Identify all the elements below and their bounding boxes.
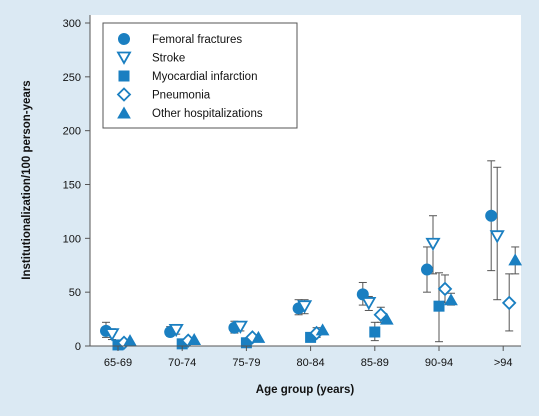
data-point-triangle-up: [444, 293, 458, 306]
legend-label: Stroke: [152, 53, 185, 65]
data-point-triangle-down: [232, 320, 248, 334]
y-tick-label: 300: [63, 18, 81, 30]
data-point-circle: [421, 263, 433, 276]
data-point-square: [433, 300, 445, 312]
data-point-diamond: [373, 307, 389, 323]
y-tick-label: 200: [63, 126, 81, 138]
y-tick-label: 150: [63, 180, 81, 192]
legend-symbol-triangle-up: [117, 106, 131, 119]
legend-label: Pneumonia: [152, 90, 211, 102]
data-point-diamond: [501, 295, 517, 311]
x-tick-label: >94: [494, 357, 513, 369]
data-point-triangle-up: [508, 253, 523, 266]
data-point-triangle-up: [187, 333, 202, 346]
y-tick-label: 100: [63, 233, 81, 245]
data-point-triangle-down: [425, 237, 441, 252]
legend-symbol-circle: [118, 33, 130, 45]
legend: Femoral fractures Stroke Myocardial infarc…: [102, 22, 298, 129]
data-point-triangle-up: [379, 312, 394, 325]
x-tick-label: 90-94: [425, 357, 453, 369]
x-tick-label: 75-79: [232, 357, 260, 369]
y-tick-label: 50: [69, 287, 81, 299]
data-point-triangle-down: [297, 300, 313, 314]
data-point-circle: [485, 209, 498, 222]
data-markers: [100, 209, 523, 351]
legend-box: [102, 22, 298, 129]
x-axis-title: Age group (years): [256, 384, 355, 396]
data-point-square: [369, 326, 381, 338]
x-tick-label: 70-74: [168, 357, 196, 369]
legend-symbol-square: [118, 70, 130, 82]
y-tick-label: 250: [63, 72, 81, 84]
x-ticks: 65-69 70-74 75-79 80-84 85-89 90-94 >94: [104, 346, 513, 369]
legend-symbol-diamond: [116, 87, 132, 102]
data-point-triangle-down: [489, 230, 505, 244]
y-axis-title: Institutionalization/100 person-years: [21, 80, 33, 279]
x-tick-label: 80-84: [297, 357, 325, 369]
data-point-triangle-down: [168, 323, 184, 338]
data-point-triangle-up: [315, 323, 330, 336]
data-point-diamond: [437, 281, 453, 297]
x-tick-label: 65-69: [104, 357, 132, 369]
legend-label: Femoral fractures: [152, 34, 242, 46]
legend-symbol-triangle-down: [116, 51, 132, 65]
axes: [89, 15, 521, 347]
y-tick-label: 0: [75, 341, 81, 353]
legend-label: Myocardial infarction: [152, 71, 257, 83]
data-point-triangle-down: [104, 328, 120, 342]
y-ticks: 0 50 100 150 200 250 300: [63, 18, 90, 353]
data-point-triangle-up: [251, 330, 266, 343]
data-point-triangle-down: [361, 297, 377, 311]
legend-label: Other hospitalizations: [152, 108, 263, 120]
x-tick-label: 85-89: [361, 357, 389, 369]
